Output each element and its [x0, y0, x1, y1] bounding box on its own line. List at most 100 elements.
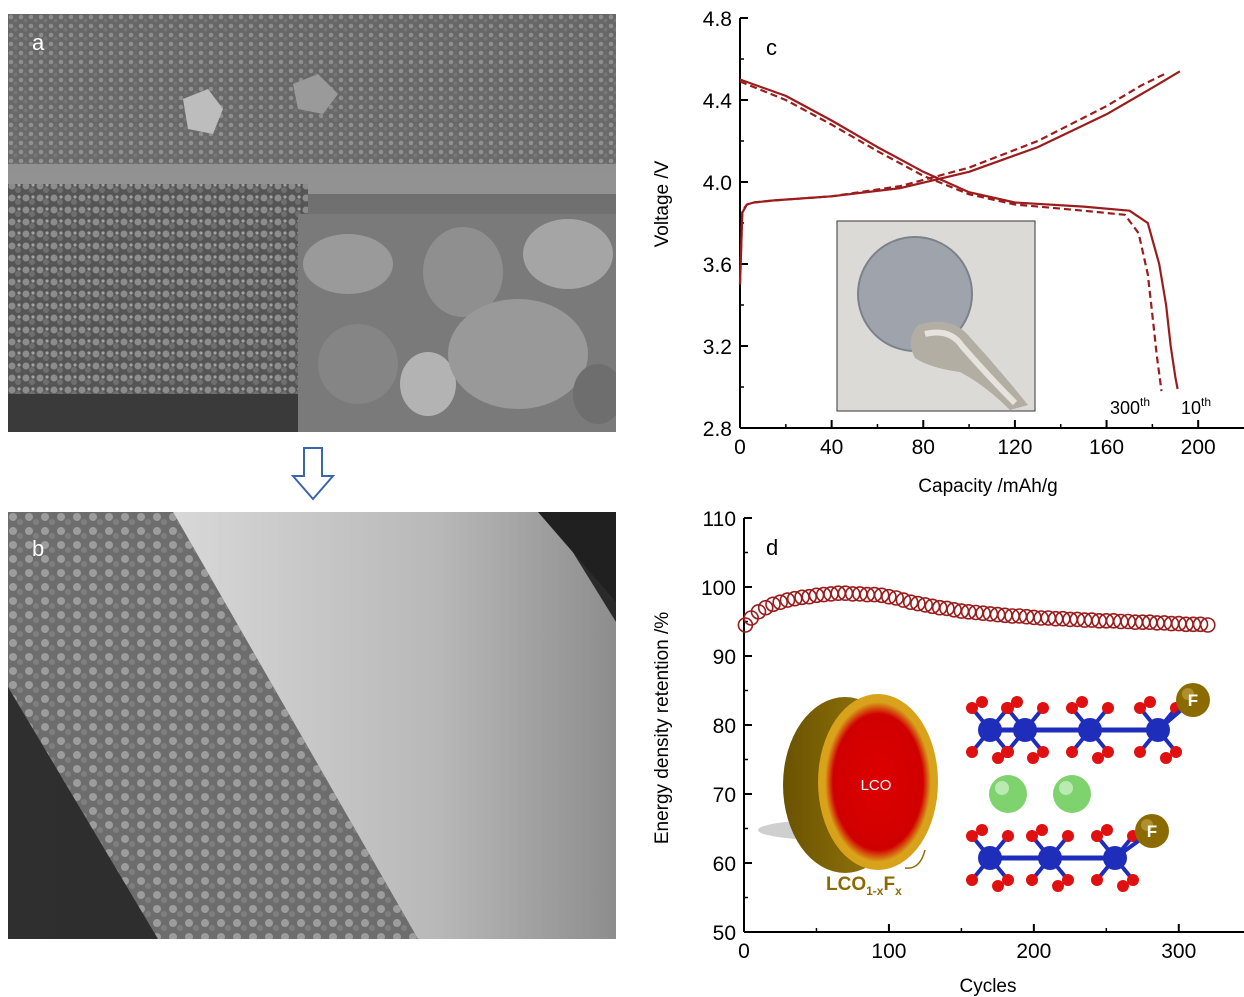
oxygen-atom [1076, 696, 1088, 708]
oxygen-atom [1001, 746, 1013, 758]
oxygen-atom [1170, 746, 1182, 758]
oxygen-atom [1062, 874, 1074, 886]
lco-core-label: LCO [861, 777, 892, 794]
chart-c-y-tick-label: 3.6 [703, 254, 732, 277]
sem-image-b: b [8, 512, 616, 939]
sem-image-b-drawing [8, 512, 616, 939]
panel-label-c: c [766, 35, 777, 60]
oxygen-atom [1001, 702, 1013, 714]
retention-point [757, 599, 774, 616]
oxygen-atom [992, 880, 1004, 892]
oxygen-atom [976, 696, 988, 708]
oxygen-atom [1144, 696, 1156, 708]
chart-d-y-tick-label: 110 [703, 508, 736, 531]
sem-image-a-drawing [8, 14, 616, 432]
cobalt-atom [1078, 718, 1102, 742]
annotation-300th: 300th [1110, 395, 1150, 418]
sem-image-a: a [8, 14, 616, 432]
oxygen-atom [1036, 824, 1048, 836]
oxygen-atom [1102, 746, 1114, 758]
oxygen-atom [966, 874, 978, 886]
chart-c-x-tick-label: 160 [1089, 436, 1124, 459]
lithium-atom-highlight [1059, 781, 1073, 795]
oxygen-atom [976, 824, 988, 836]
chart-d-x-tick-label: 0 [738, 940, 750, 963]
fluorine-atom-bottom: F [1135, 814, 1169, 848]
oxygen-atom [1066, 746, 1078, 758]
lithium-atom [989, 775, 1027, 813]
oxygen-atom [1127, 874, 1139, 886]
oxygen-atom [966, 830, 978, 842]
lithium-atom [1053, 775, 1091, 813]
oxygen-atom [1160, 752, 1172, 764]
x-axis-label-c: Capacity /mAh/g [918, 476, 1057, 497]
oxygen-atom [1027, 752, 1039, 764]
lithium-atom-highlight [995, 781, 1009, 795]
oxygen-atom [1062, 830, 1074, 842]
retention-point [910, 595, 926, 612]
y-axis-label-d: Energy density retention /% [652, 612, 673, 844]
panel-label-a: a [32, 30, 45, 55]
chart-d-x-tick-label: 100 [871, 940, 906, 963]
svg-text:F: F [1147, 822, 1157, 841]
cobalt-atom [978, 718, 1002, 742]
retention-point [917, 597, 934, 613]
chart-c-x-tick-label: 80 [912, 436, 935, 459]
oxygen-atom [1026, 830, 1038, 842]
oxygen-atom [1026, 874, 1038, 886]
chart-d-y-tick-label: 70 [713, 784, 736, 807]
oxygen-atom [1066, 702, 1078, 714]
chart-d-y-tick-label: 60 [713, 853, 736, 876]
oxygen-atom [1037, 702, 1049, 714]
oxygen-atom [1052, 880, 1064, 892]
annotation-10th: 10th [1181, 395, 1211, 418]
fluorine-atom-top: F [1176, 683, 1210, 717]
retention-point [1200, 617, 1216, 633]
oxygen-atom [966, 746, 978, 758]
retention-point [895, 592, 912, 608]
chart-c-x-tick-label: 200 [1181, 436, 1216, 459]
chart-d-y-tick-label: 80 [713, 715, 736, 738]
oxygen-atom [1117, 880, 1129, 892]
lco-particle-illustration: LCO LCO1-xFx [758, 694, 938, 898]
panel-label-d: d [766, 535, 778, 560]
oxygen-atom [1092, 752, 1104, 764]
chart-d-y-tick-label: 100 [701, 577, 736, 600]
cobalt-atom [1013, 718, 1037, 742]
oxygen-atom [1101, 824, 1113, 836]
down-arrow-icon [290, 447, 336, 501]
retention-point [939, 600, 955, 617]
y-axis-label-c: Voltage /V [652, 160, 673, 247]
svg-text:F: F [1188, 691, 1198, 710]
oxygen-atom [1102, 702, 1114, 714]
series-300th-charge-line [738, 72, 1167, 285]
retention-point [779, 592, 796, 608]
cobalt-atom [978, 846, 1002, 870]
panel-label-b: b [32, 536, 45, 561]
electrode-photo-inset [836, 220, 1036, 412]
retention-point [765, 596, 781, 613]
retention-point [881, 588, 897, 605]
chart-c-x-tick-label: 40 [820, 436, 843, 459]
oxygen-atom [992, 752, 1004, 764]
lco-shell-label: LCO1-xFx [826, 874, 902, 898]
chart-d-x-tick-label: 200 [1016, 940, 1051, 963]
chart-c-y-tick-label: 4.0 [703, 172, 732, 195]
oxygen-atom [1002, 874, 1014, 886]
chart-c-y-tick-label: 4.4 [703, 90, 733, 113]
retention-point [888, 590, 905, 606]
chart-c-y-tick-label: 2.8 [703, 418, 732, 441]
oxygen-atom [1091, 830, 1103, 842]
retention-point [1192, 616, 1209, 633]
oxygen-atom [1134, 746, 1146, 758]
x-axis-label-d: Cycles [959, 976, 1016, 997]
retention-point [902, 594, 919, 611]
oxygen-atom [1002, 830, 1014, 842]
chart-c-x-tick-label: 120 [997, 436, 1032, 459]
chart-d-x-tick-label: 300 [1161, 940, 1196, 963]
cobalt-atom [1038, 846, 1062, 870]
series-300th-discharge-line [739, 80, 1163, 392]
retention-point [772, 594, 789, 611]
